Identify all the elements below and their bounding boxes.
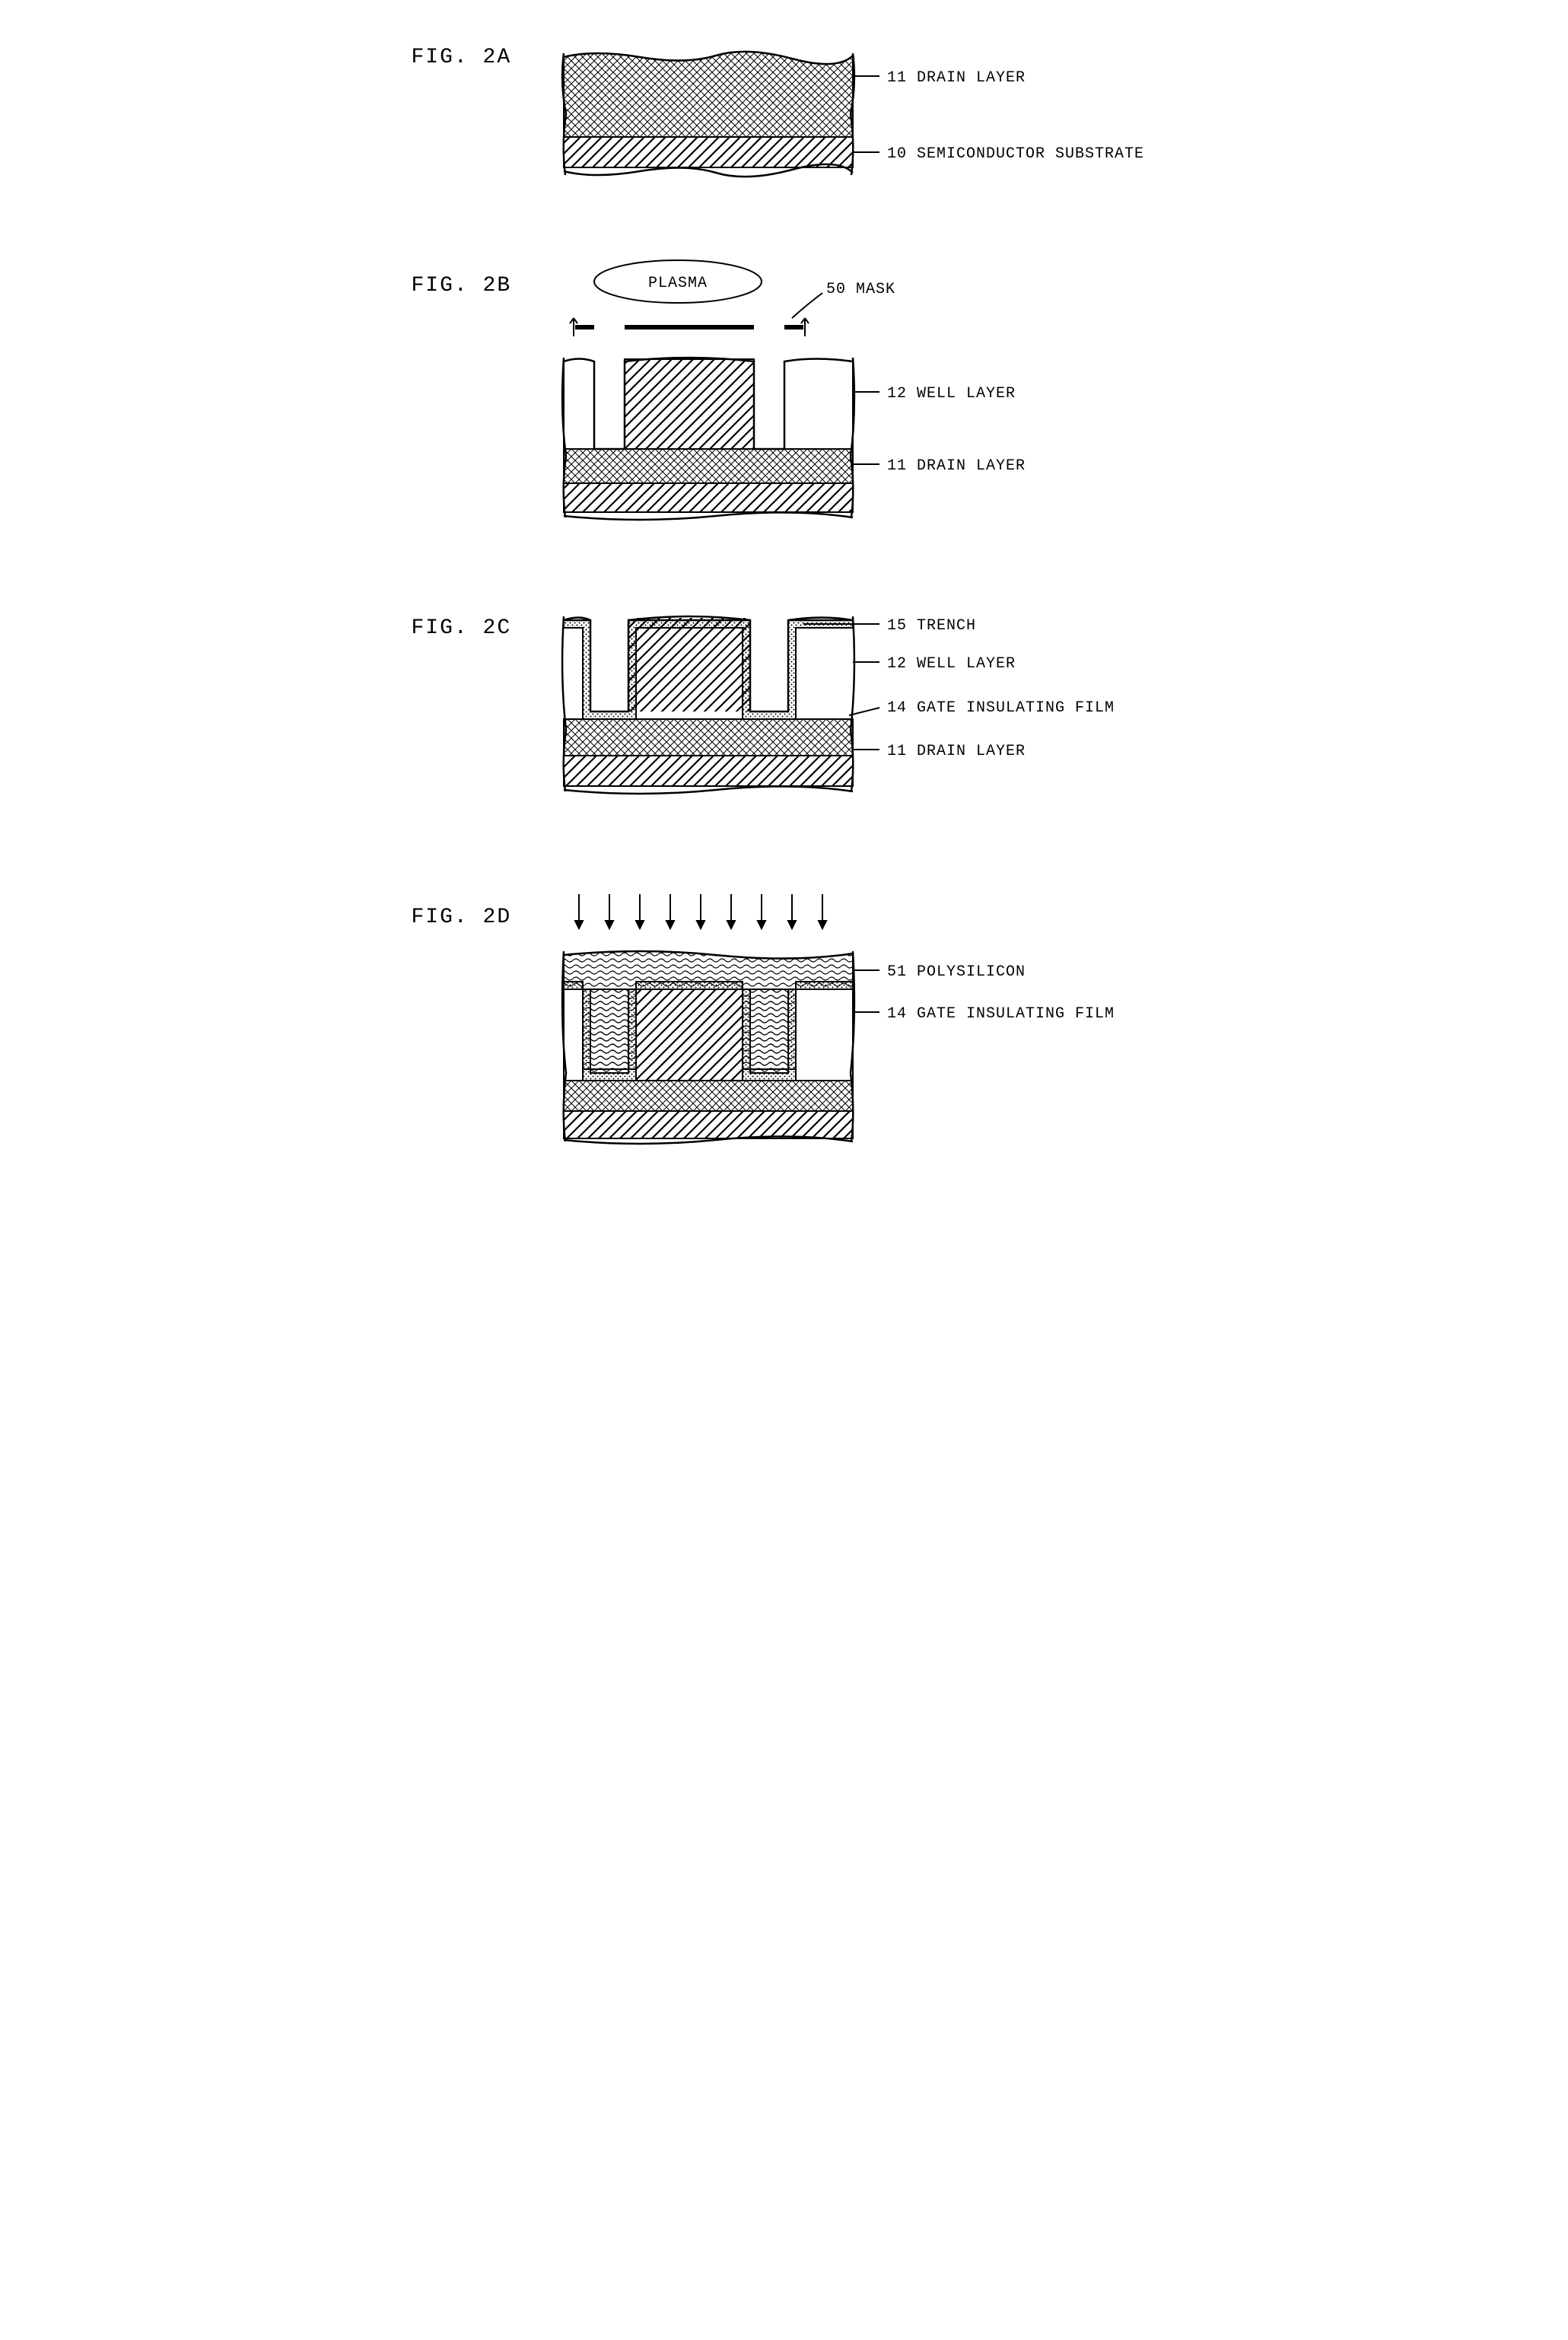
figure-2b-svg: PLASMA 50 MASK [549,259,1157,540]
callout-drain-2b: 11 DRAIN LAYER [887,457,1026,475]
figure-2d-svg: 51 POLYSILICON 14 GATE INSULATING FILM [549,890,1157,1149]
figure-2b-label: FIG. 2B [412,259,549,298]
callout-mask-2b: 50 MASK [826,281,895,298]
deposition-arrows [575,894,826,928]
figure-2b-body: PLASMA 50 MASK [549,259,1157,540]
figure-2a: FIG. 2A [412,30,1157,198]
callout-gate-2d: 14 GATE INSULATING FILM [887,1005,1115,1023]
figure-2a-label: FIG. 2A [412,30,549,69]
callout-poly-2d: 51 POLYSILICON [887,963,1026,981]
figure-2a-svg: 11 DRAIN LAYER 10 SEMICONDUCTOR SUBSTRAT… [549,30,1157,198]
well-layer-2b [564,358,853,449]
figure-2c-body: 15 TRENCH 12 WELL LAYER 14 GATE INSULATI… [549,601,1157,829]
plasma-label: PLASMA [647,275,707,292]
mask-graphic [570,318,809,336]
figure-2b: FIG. 2B PLASMA 50 MASK [412,259,1157,540]
figure-2c-svg: 15 TRENCH 12 WELL LAYER 14 GATE INSULATI… [549,601,1157,829]
page: FIG. 2A [412,30,1157,1149]
callout-well-2b: 12 WELL LAYER [887,385,1016,403]
figure-2d: FIG. 2D [412,890,1157,1149]
callout-drain-2a: 11 DRAIN LAYER [887,69,1026,87]
figure-2d-body: 51 POLYSILICON 14 GATE INSULATING FILM [549,890,1157,1149]
callout-drain-2c: 11 DRAIN LAYER [887,743,1026,760]
figure-2c: FIG. 2C [412,601,1157,829]
callout-gate-2c: 14 GATE INSULATING FILM [887,699,1115,717]
callout-trench-2c: 15 TRENCH [887,617,976,635]
callout-well-2c: 12 WELL LAYER [887,655,1016,673]
figure-2d-label: FIG. 2D [412,890,549,929]
callout-substrate-2a: 10 SEMICONDUCTOR SUBSTRATE [887,145,1144,163]
figure-2a-body: 11 DRAIN LAYER 10 SEMICONDUCTOR SUBSTRAT… [549,30,1157,198]
figure-2c-label: FIG. 2C [412,601,549,640]
